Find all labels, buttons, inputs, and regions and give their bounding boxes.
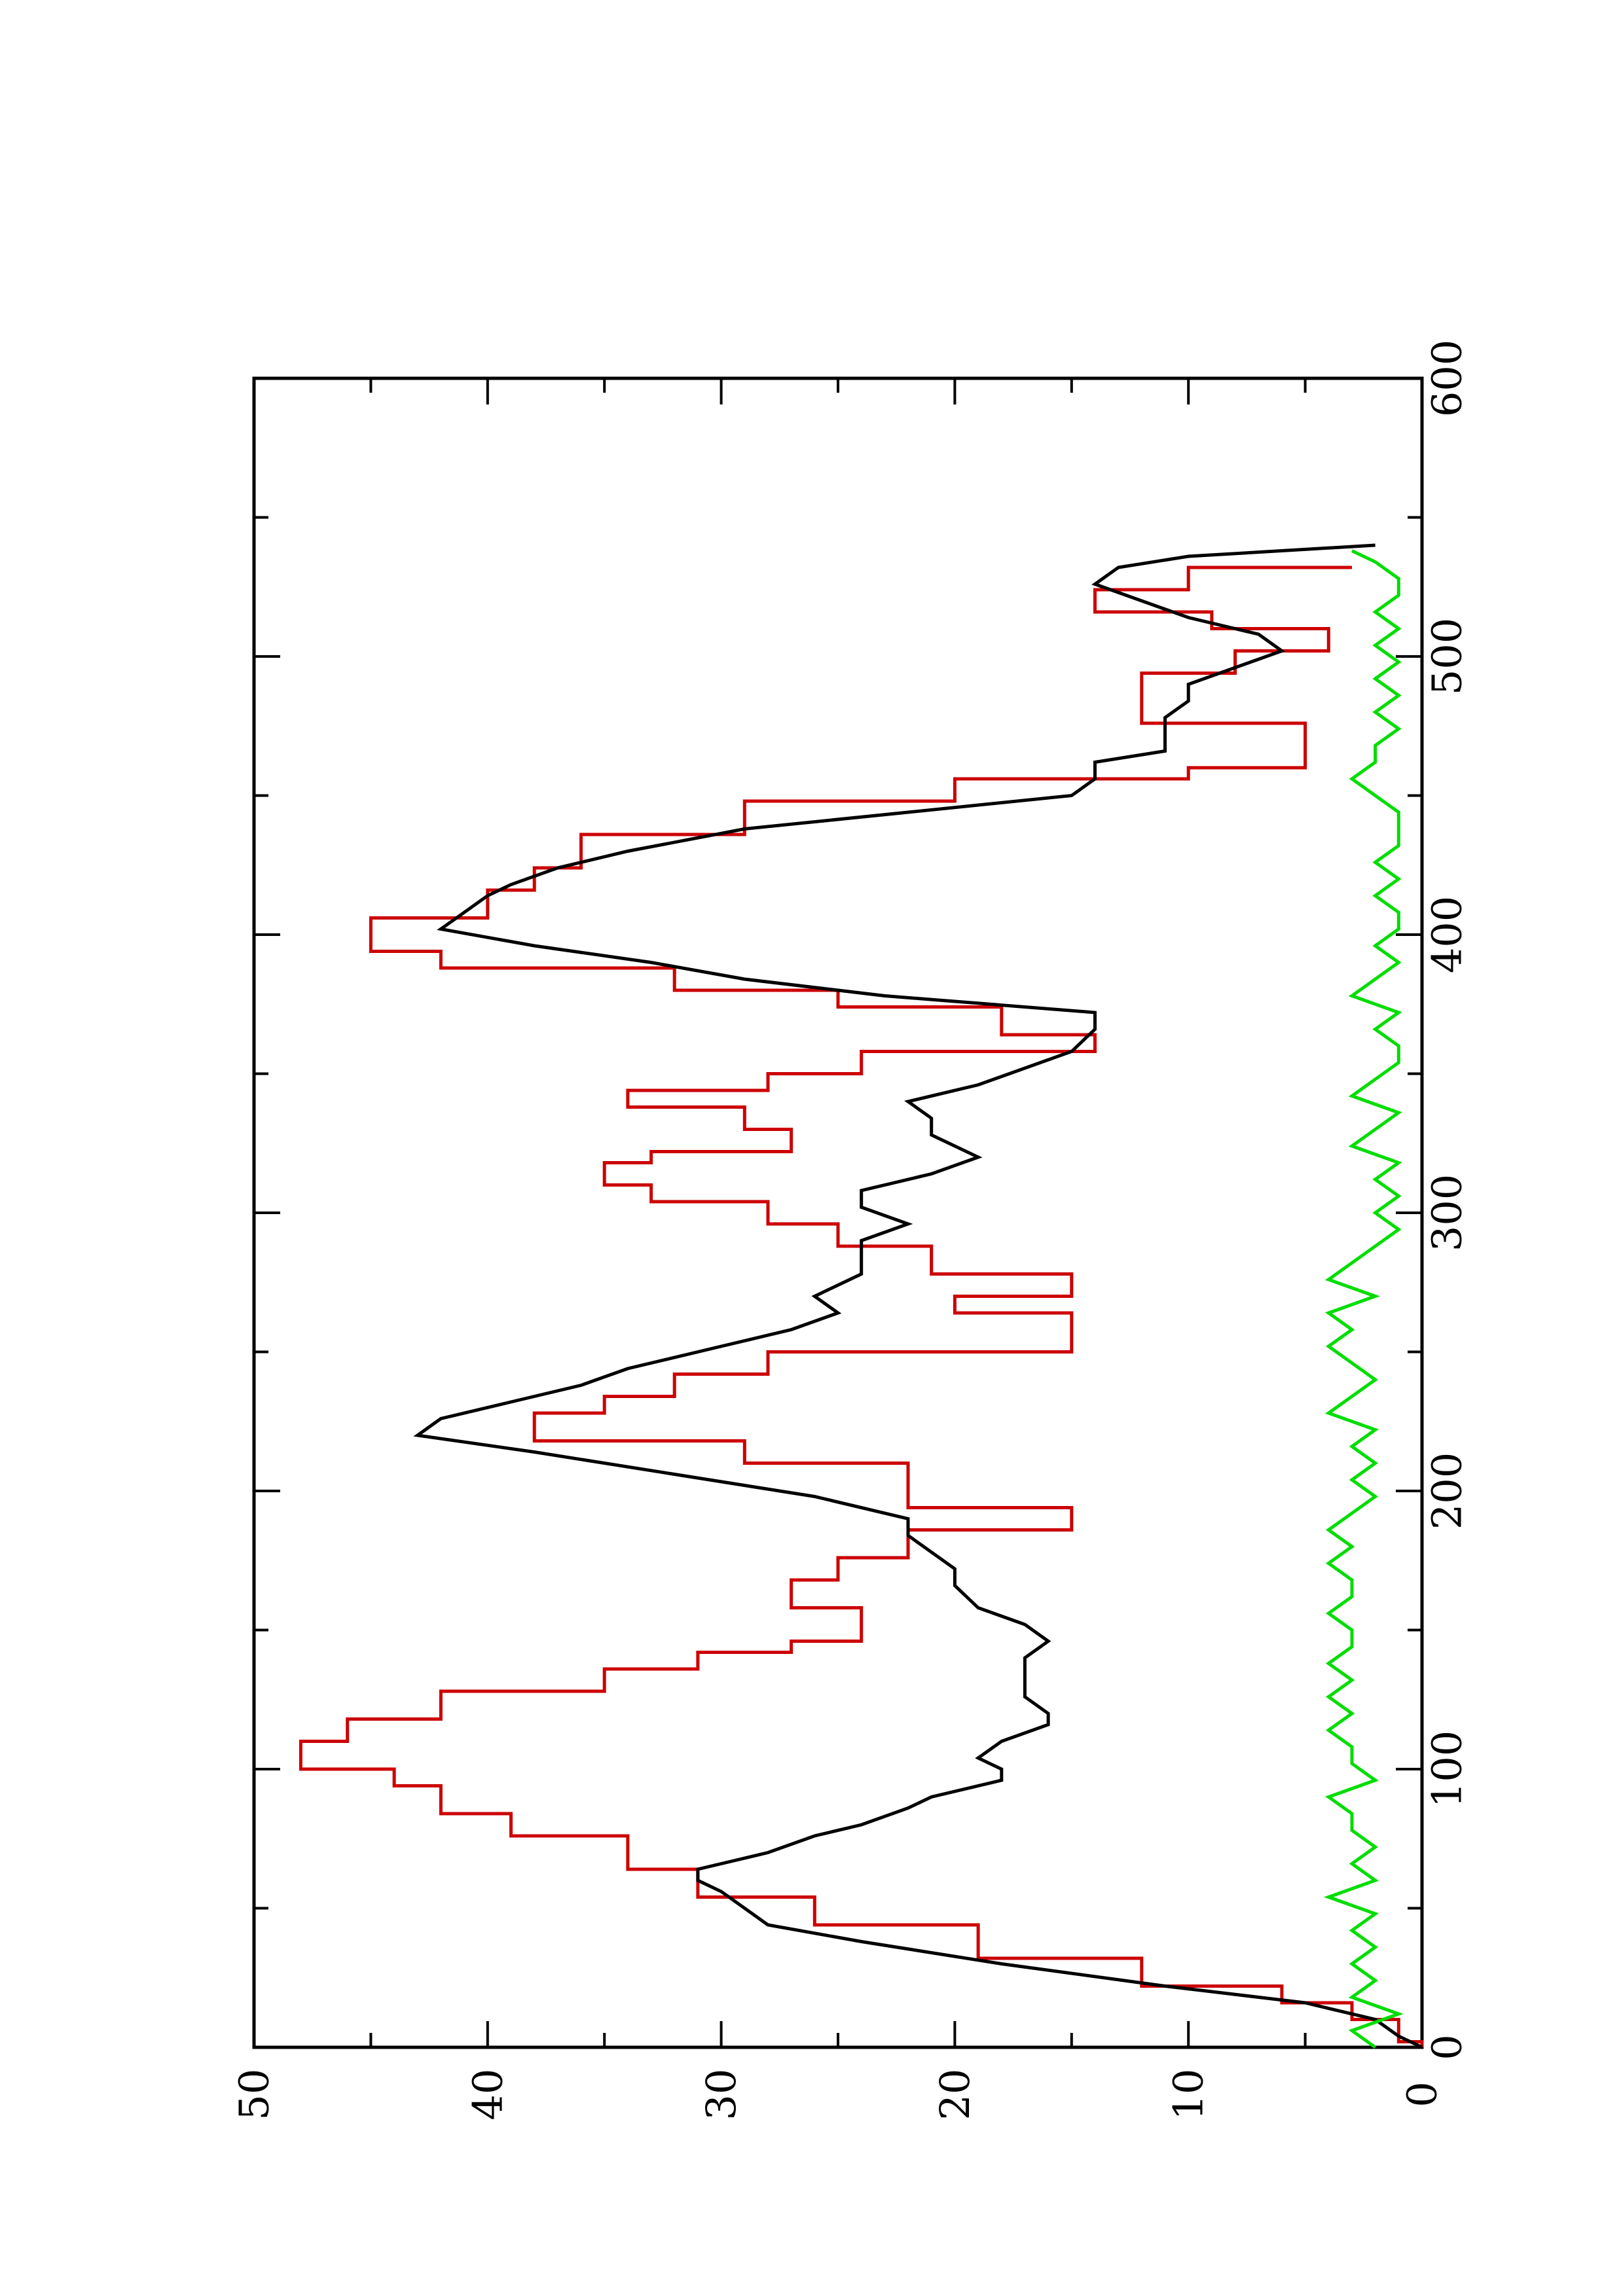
series-line-3 [1323,549,1404,2049]
y-tick-label: 0 [1398,2081,1446,2107]
y-tick-label: 20 [931,2069,979,2121]
series-line-1 [299,565,1424,2047]
y-tick-label: 50 [230,2069,278,2121]
axis-tick-labels: 0 100 200 300 400 500 600 0 10 20 30 40 50 [230,340,1471,2121]
x-tick-label: 300 [1423,1174,1471,1251]
axis-ticks [253,377,1423,2049]
x-tick-label: 100 [1423,1731,1471,1808]
x-tick-label: 400 [1423,896,1471,973]
y-tick-label: 40 [464,2069,511,2121]
x-tick-label: 200 [1423,1452,1471,1530]
y-tick-label: 30 [697,2069,745,2121]
y-tick-label: 10 [1165,2069,1213,2121]
x-tick-label: 0 [1423,2034,1471,2060]
x-tick-label: 500 [1423,618,1471,695]
series-line-2 [413,543,1423,2049]
x-tick-label: 600 [1423,340,1471,417]
data-series [299,543,1424,2049]
